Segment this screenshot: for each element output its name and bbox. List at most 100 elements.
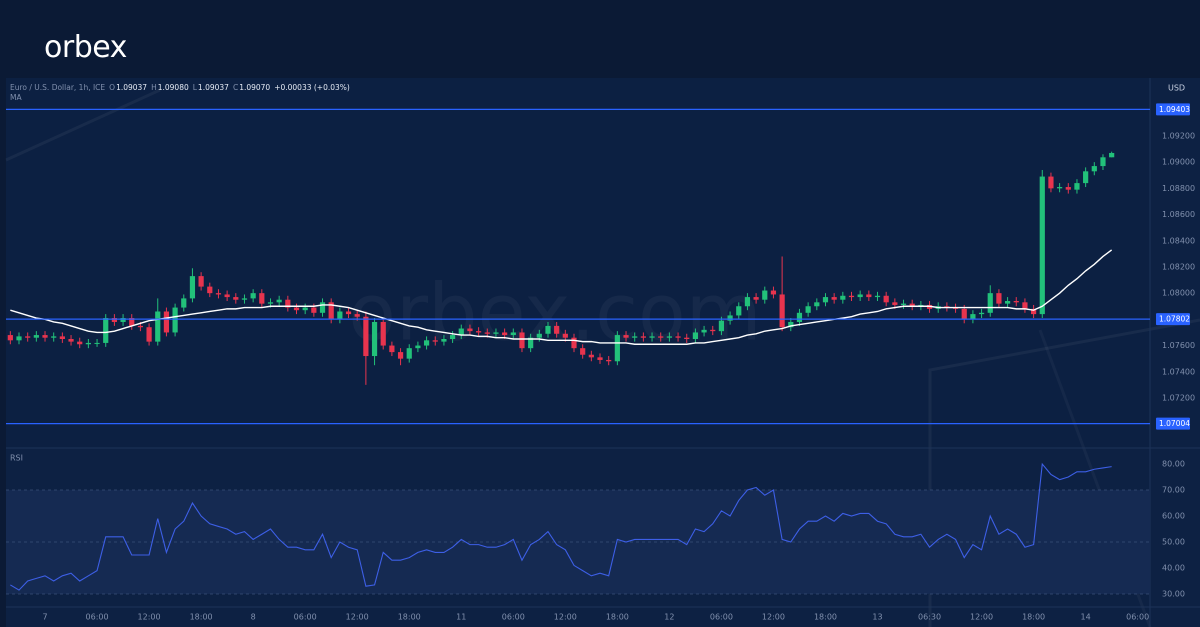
candle-body [588, 354, 594, 358]
candle-body [831, 297, 837, 300]
candle-body [640, 336, 646, 338]
candle-body [207, 286, 213, 294]
x-tick-label: 13 [872, 613, 882, 622]
candle-body [857, 294, 863, 298]
x-tick-label: 11 [456, 613, 466, 622]
candle-body [42, 335, 48, 338]
candle-body [59, 336, 65, 340]
candle-body [250, 293, 256, 299]
rsi-tick-label: 30.00 [1162, 590, 1185, 599]
level-tag [1156, 313, 1190, 326]
candle-body [267, 302, 274, 304]
candle-body [476, 331, 482, 333]
candle-body [371, 321, 378, 357]
brand-logo: orbex [44, 30, 127, 65]
x-tick-label: 06:00 [294, 613, 317, 622]
candle-body [840, 295, 846, 300]
candle-body [380, 321, 386, 346]
legend-line: MA [10, 93, 354, 103]
candle-body [467, 328, 473, 332]
candle-body [7, 335, 13, 341]
candle-body [233, 297, 239, 300]
candle-body [623, 335, 629, 338]
candle-body [580, 348, 586, 355]
ohlc-value: 1.09037 [116, 83, 148, 92]
candle-body [848, 295, 855, 298]
candle-body [25, 336, 31, 338]
candle-body [293, 307, 300, 311]
candle-body [423, 340, 430, 346]
candle-body [614, 335, 620, 362]
candle-body [1091, 166, 1097, 172]
ohlc-key: H [151, 83, 157, 92]
candle-body [484, 332, 490, 334]
candle-body [978, 312, 985, 315]
candle-body [1004, 301, 1011, 304]
candle-body [866, 294, 872, 298]
candle-body [85, 342, 91, 345]
candle-body [137, 325, 144, 328]
candle-body [883, 295, 889, 303]
candle-body [710, 329, 716, 332]
x-tick-label: 8 [251, 613, 256, 622]
x-tick-label: 12:00 [762, 613, 785, 622]
level-label: 1.09403 [1159, 105, 1190, 114]
candle-body [51, 336, 57, 338]
candle-body [744, 297, 751, 307]
candle-body [753, 297, 759, 300]
level-tag [1156, 417, 1190, 430]
legend: Euro / U.S. Dollar, 1h, ICE O1.09037 H1.09… [10, 83, 354, 103]
candle-body [796, 312, 803, 322]
y-tick-label: 1.07200 [1162, 393, 1195, 402]
candle-body [33, 335, 39, 338]
candle-body [502, 332, 508, 336]
candle-body [345, 311, 352, 315]
x-tick-label: 7 [42, 613, 47, 622]
x-tick-label: 12:00 [138, 613, 161, 622]
ohlc-key: L [192, 83, 197, 92]
rsi-title: RSI [10, 454, 23, 463]
x-tick-label: 18:00 [1022, 613, 1045, 622]
currency: USD [1168, 84, 1185, 93]
candle-body [1074, 183, 1080, 190]
rsi-tick-label: 70.00 [1162, 486, 1185, 495]
candle-body [458, 328, 464, 336]
x-tick-label: 06:00 [86, 613, 109, 622]
candle-body [779, 294, 785, 328]
x-tick-label: 18:00 [606, 613, 629, 622]
candle-body [562, 333, 568, 338]
candle-body [597, 357, 603, 360]
rsi-tick-label: 50.00 [1162, 538, 1185, 547]
level-label: 1.07004 [1159, 419, 1190, 428]
candle-body [1039, 176, 1045, 315]
moving-average-line [10, 249, 1113, 345]
level-label: 1.07802 [1159, 315, 1190, 324]
candle-body [189, 276, 196, 299]
candle-body [970, 314, 976, 320]
candle-body [727, 315, 733, 321]
candle-body [961, 308, 967, 320]
candle-body [632, 336, 638, 338]
candle-body [198, 276, 204, 287]
candle-body [68, 339, 74, 342]
indicator-name: MA [10, 93, 22, 102]
candle-body [762, 290, 768, 300]
rsi-line [10, 462, 1112, 591]
x-tick-label: 14 [1081, 613, 1091, 622]
candle-body [684, 337, 690, 340]
candle-body [788, 321, 794, 328]
y-tick-label: 1.08200 [1162, 262, 1195, 271]
candle-body [1022, 302, 1028, 309]
x-tick-label: 18:00 [190, 613, 213, 622]
candle-body [302, 307, 308, 311]
candle-body [363, 316, 369, 357]
y-tick-label: 1.08800 [1162, 184, 1195, 193]
y-tick-label: 1.09200 [1162, 131, 1195, 140]
candle-body [155, 311, 161, 342]
candle-body [909, 303, 915, 307]
price-pane [6, 78, 1150, 448]
y-tick-label: 1.08600 [1162, 210, 1195, 219]
candle-body [103, 318, 109, 343]
candle-body [285, 299, 291, 308]
